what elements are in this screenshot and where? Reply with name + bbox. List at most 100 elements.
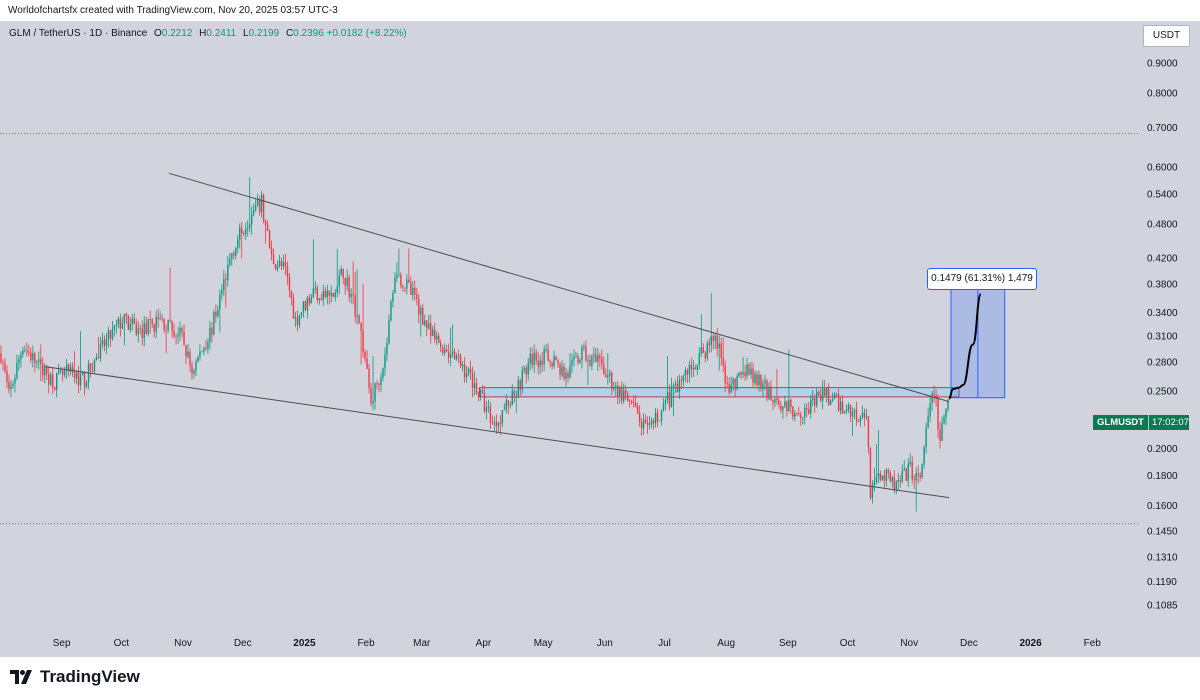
time-tick-label: 2026 (1019, 638, 1042, 649)
candle-body (191, 365, 193, 374)
candle-body (237, 239, 239, 248)
candle-body (760, 374, 762, 390)
currency-button[interactable]: USDT (1143, 25, 1190, 47)
candle-body (169, 319, 171, 321)
candle-body (644, 419, 647, 423)
symbol-title[interactable]: GLM / TetherUS · 1D · Binance (9, 28, 148, 39)
candle-body (183, 331, 185, 346)
candle-body (165, 330, 167, 331)
time-tick-label: Dec (234, 638, 252, 649)
footer-branding: TradingView (10, 666, 140, 688)
candle-body (394, 278, 396, 294)
candle-body (294, 317, 297, 319)
upper-trendline (168, 172, 950, 403)
time-tick-label: Aug (717, 638, 735, 649)
candle-body (505, 400, 508, 410)
candle-body (636, 406, 639, 413)
candle-body (424, 320, 426, 325)
candle-body (664, 400, 667, 404)
candle-body (149, 319, 151, 320)
candle-body (623, 390, 625, 401)
candle-body (129, 323, 132, 330)
candle-body (593, 354, 595, 357)
time-tick-label: May (534, 638, 553, 649)
candle-body (227, 264, 229, 281)
chart-area[interactable]: 1.00000.90000.80000.70000.60000.54000.48… (0, 21, 1200, 657)
candle-body (187, 351, 189, 357)
symbol-legend[interactable]: GLM / TetherUS · 1D · Binance O0.2212 H0… (9, 28, 407, 39)
candle-body (491, 422, 494, 424)
candle-body (288, 276, 291, 291)
candle-body (364, 351, 366, 359)
candle-body (430, 323, 432, 336)
candle-body (386, 343, 388, 355)
candle-body (266, 224, 269, 231)
candle-body (274, 264, 277, 270)
candle-body (151, 319, 153, 324)
candle-body (786, 401, 788, 412)
candle-body (881, 475, 884, 480)
candle-body (768, 386, 770, 399)
time-tick-label: Nov (174, 638, 192, 649)
candle-body (400, 274, 402, 287)
candle-body (24, 350, 26, 352)
candle-body (676, 383, 679, 392)
candle-body (334, 292, 336, 298)
candle-body (483, 392, 486, 412)
candle-body (752, 368, 754, 383)
candle-body (849, 405, 852, 417)
candle-body (336, 286, 338, 293)
candle-body (871, 485, 874, 498)
candle-body (32, 353, 34, 361)
candle-body (798, 413, 800, 415)
candle-body (790, 399, 792, 407)
candle-body (115, 324, 118, 326)
candle-body (302, 301, 305, 313)
candle-body (268, 230, 271, 249)
candle-body (708, 342, 710, 346)
plot-background (0, 21, 1140, 626)
candle-body (193, 370, 195, 374)
candle-body (575, 356, 577, 357)
candle-body (73, 372, 76, 379)
candle-body (613, 387, 615, 389)
candle-body (939, 429, 941, 441)
candle-body (563, 366, 565, 379)
candle-body (326, 290, 328, 297)
candle-body (810, 399, 812, 414)
candle-body (722, 358, 724, 366)
candle-body (441, 347, 444, 354)
candle-body (28, 350, 30, 353)
candle-body (195, 361, 197, 371)
price-chart[interactable]: 1.00000.90000.80000.70000.60000.54000.48… (0, 21, 1200, 657)
candle-body (481, 390, 484, 393)
candle-body (330, 292, 332, 296)
candle-body (99, 343, 102, 359)
candle-body (463, 364, 466, 378)
candle-body (630, 401, 633, 403)
candle-body (344, 278, 346, 286)
candle-body (22, 350, 24, 355)
time-tick-label: Jul (658, 638, 671, 649)
price-tick-label: 0.6000 (1147, 162, 1178, 173)
candle-body (312, 288, 315, 298)
candle-body (380, 377, 382, 385)
high-value: 0.2411 (206, 28, 237, 39)
candle-body (300, 312, 303, 316)
low-value: 0.2199 (248, 28, 280, 39)
price-tick-label: 0.4200 (1147, 254, 1178, 265)
candle-body (163, 319, 165, 331)
candle-body (221, 289, 223, 295)
candle-body (557, 360, 559, 364)
low-label: L (243, 28, 249, 39)
candle-body (111, 329, 114, 339)
candle-body (919, 474, 921, 478)
candle-body (276, 266, 279, 270)
candle-body (352, 293, 354, 296)
candle-body (328, 290, 330, 296)
candle-body (171, 320, 173, 331)
price-tick-label: 0.8000 (1147, 89, 1178, 100)
candle-body (57, 370, 60, 373)
candle-body (808, 409, 810, 414)
candle-body (682, 375, 685, 381)
